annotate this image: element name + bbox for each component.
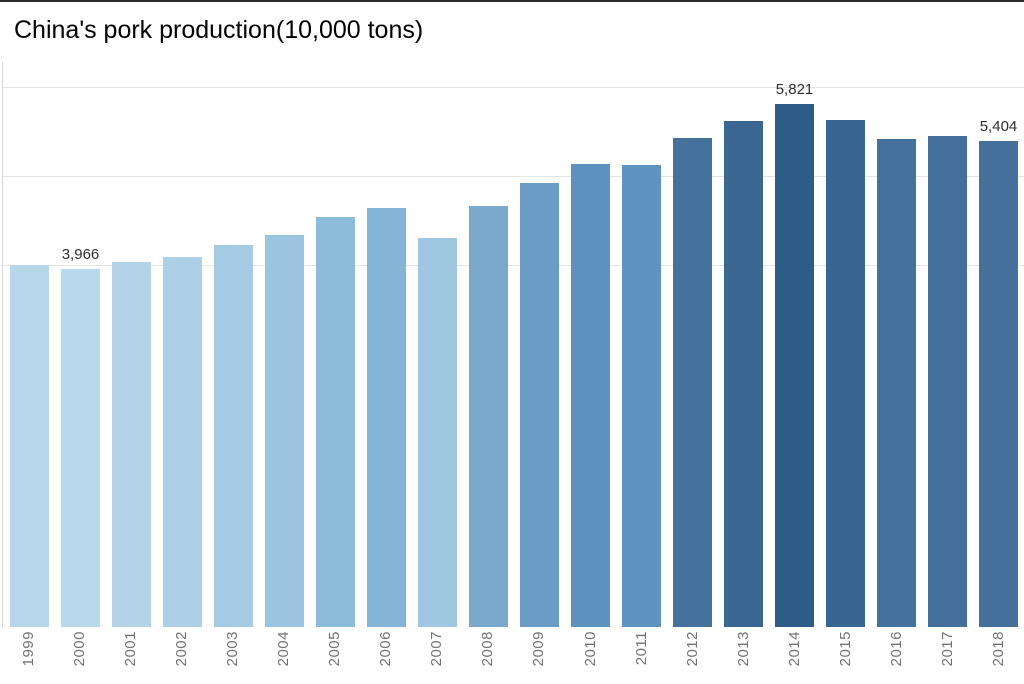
x-tick-cell: 2000	[54, 631, 105, 677]
bar-column: 3,966	[55, 62, 106, 627]
bar-2001[interactable]	[112, 261, 151, 627]
bars-layer: 3,966 5,821 5,404	[4, 62, 1024, 627]
bar-2011[interactable]	[622, 165, 661, 627]
bar-2009[interactable]	[520, 182, 559, 627]
bar-column	[463, 62, 514, 627]
x-axis-tick-label: 1999	[20, 631, 38, 667]
gridline	[3, 265, 1024, 266]
x-tick-cell: 2006	[360, 631, 411, 677]
x-tick-cell: 2016	[871, 631, 922, 677]
bar-value-label: 5,821	[775, 81, 814, 98]
x-tick-cell: 2013	[718, 631, 769, 677]
bar-column	[667, 62, 718, 627]
x-axis-tick-label: 2000	[71, 631, 89, 667]
bar-column	[565, 62, 616, 627]
bar-2003[interactable]	[214, 244, 253, 627]
x-axis-tick-label: 2006	[377, 631, 395, 667]
x-axis-tick-label: 2008	[479, 631, 497, 667]
bar-2015[interactable]	[826, 119, 865, 627]
bar-1999[interactable]	[10, 265, 49, 627]
bar-column	[361, 62, 412, 627]
x-axis-tick-label: 2016	[887, 631, 905, 667]
x-tick-cell: 2004	[258, 631, 309, 677]
x-axis-tick-label: 2007	[428, 631, 446, 667]
x-axis-tick-label: 2009	[530, 631, 548, 667]
x-tick-cell: 2010	[565, 631, 616, 677]
bar-column	[157, 62, 208, 627]
bar-2014[interactable]	[775, 104, 814, 627]
x-tick-cell: 2001	[105, 631, 156, 677]
bar-column	[4, 62, 55, 627]
gridline	[3, 176, 1024, 177]
bar-column	[208, 62, 259, 627]
bar-2007[interactable]	[418, 237, 457, 627]
bar-2012[interactable]	[673, 137, 712, 627]
bar-2006[interactable]	[367, 207, 406, 627]
x-axis-tick-label: 2013	[734, 631, 752, 667]
x-tick-cell: 2015	[820, 631, 871, 677]
x-axis-tick-label: 2004	[275, 631, 293, 667]
x-axis-tick-label: 2010	[581, 631, 599, 667]
bar-2018[interactable]	[979, 141, 1018, 627]
bar-column	[820, 62, 871, 627]
x-tick-cell: 2017	[922, 631, 973, 677]
x-axis-tick-label: 2011	[632, 631, 650, 666]
x-tick-cell: 2018	[973, 631, 1024, 677]
bar-2004[interactable]	[265, 235, 304, 627]
bar-2002[interactable]	[163, 256, 202, 627]
bar-column	[106, 62, 157, 627]
chart-title: China's pork production(10,000 tons)	[14, 16, 424, 44]
x-tick-cell: 2008	[462, 631, 513, 677]
x-tick-cell: 2005	[309, 631, 360, 677]
x-axis-tick-label: 2017	[938, 631, 956, 667]
x-tick-cell: 2002	[156, 631, 207, 677]
x-axis-tick-label: 2014	[785, 631, 803, 667]
bar-2013[interactable]	[724, 121, 763, 627]
bar-column: 5,821	[769, 62, 820, 627]
bar-column: 5,404	[973, 62, 1024, 627]
bar-2016[interactable]	[877, 139, 916, 627]
x-tick-cell: 2011	[616, 631, 667, 677]
bar-2005[interactable]	[316, 216, 355, 627]
bar-column	[922, 62, 973, 627]
bar-column	[412, 62, 463, 627]
x-axis-tick-label: 2002	[173, 631, 191, 667]
x-axis: 1999 2000 2001 2002 2003 2004 2005 2006 2007 2008…	[3, 631, 1024, 677]
x-axis-tick-label: 2005	[326, 631, 344, 667]
bar-column	[616, 62, 667, 627]
x-axis-tick-label: 2003	[224, 631, 242, 667]
plot-area: 3,966 5,821 5,404	[2, 62, 1024, 627]
window-top-edge	[0, 0, 1024, 2]
bar-value-label: 3,966	[61, 246, 100, 263]
x-tick-cell: 1999	[3, 631, 54, 677]
bar-value-label: 5,404	[979, 118, 1018, 136]
bar-column	[259, 62, 310, 627]
bar-2000[interactable]	[61, 269, 100, 627]
bar-2010[interactable]	[571, 164, 610, 627]
bar-column	[310, 62, 361, 627]
bar-column	[871, 62, 922, 627]
x-tick-cell: 2007	[411, 631, 462, 677]
x-tick-cell: 2012	[667, 631, 718, 677]
bar-2017[interactable]	[928, 136, 967, 627]
bar-column	[514, 62, 565, 627]
bar-column	[718, 62, 769, 627]
x-tick-cell: 2009	[513, 631, 564, 677]
x-axis-tick-label: 2012	[683, 631, 701, 667]
bar-2008[interactable]	[469, 205, 508, 627]
x-axis-tick-label: 2001	[122, 631, 140, 667]
x-axis-tick-label: 2018	[989, 631, 1007, 667]
gridline	[3, 87, 1024, 89]
x-axis-tick-label: 2015	[836, 631, 854, 667]
x-tick-cell: 2003	[207, 631, 258, 677]
x-tick-cell: 2014	[769, 631, 820, 677]
